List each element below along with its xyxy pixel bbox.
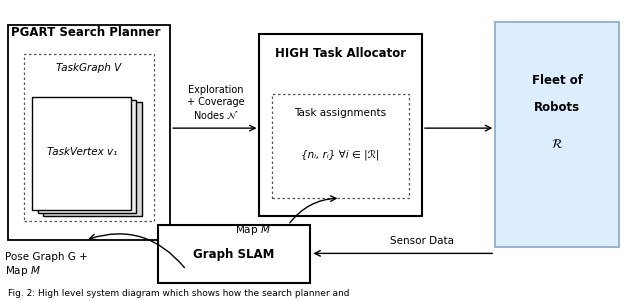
Text: PGART Search Planner: PGART Search Planner [11, 26, 161, 39]
Text: HIGH Task Allocator: HIGH Task Allocator [275, 47, 406, 60]
Text: Sensor Data: Sensor Data [390, 237, 454, 247]
FancyBboxPatch shape [259, 34, 422, 216]
FancyBboxPatch shape [157, 225, 310, 283]
Text: Robots: Robots [534, 101, 580, 114]
Text: Pose Graph G +
Map $M$: Pose Graph G + Map $M$ [4, 252, 87, 278]
Text: Graph SLAM: Graph SLAM [193, 248, 275, 261]
Text: $\mathcal{R}$: $\mathcal{R}$ [551, 138, 563, 151]
FancyBboxPatch shape [8, 25, 170, 240]
Text: Exploration
+ Coverage
Nodes $\mathcal{N}$: Exploration + Coverage Nodes $\mathcal{N… [188, 85, 245, 121]
Text: Fig. 2: High level system diagram which shows how the search planner and: Fig. 2: High level system diagram which … [8, 289, 349, 298]
FancyBboxPatch shape [44, 102, 142, 216]
Text: Task assignments: Task assignments [294, 108, 387, 118]
Text: Fleet of: Fleet of [532, 74, 582, 87]
FancyBboxPatch shape [38, 100, 136, 213]
Text: TaskGraph V: TaskGraph V [56, 64, 122, 73]
FancyBboxPatch shape [272, 94, 409, 198]
Text: {nᵢ, rᵢ} ∀i ∈ |ℛ|: {nᵢ, rᵢ} ∀i ∈ |ℛ| [301, 150, 380, 160]
Text: TaskVertex v₁: TaskVertex v₁ [47, 147, 118, 157]
Text: Map $M$: Map $M$ [235, 222, 271, 237]
FancyBboxPatch shape [32, 97, 131, 210]
FancyBboxPatch shape [24, 54, 154, 221]
FancyBboxPatch shape [495, 22, 620, 247]
